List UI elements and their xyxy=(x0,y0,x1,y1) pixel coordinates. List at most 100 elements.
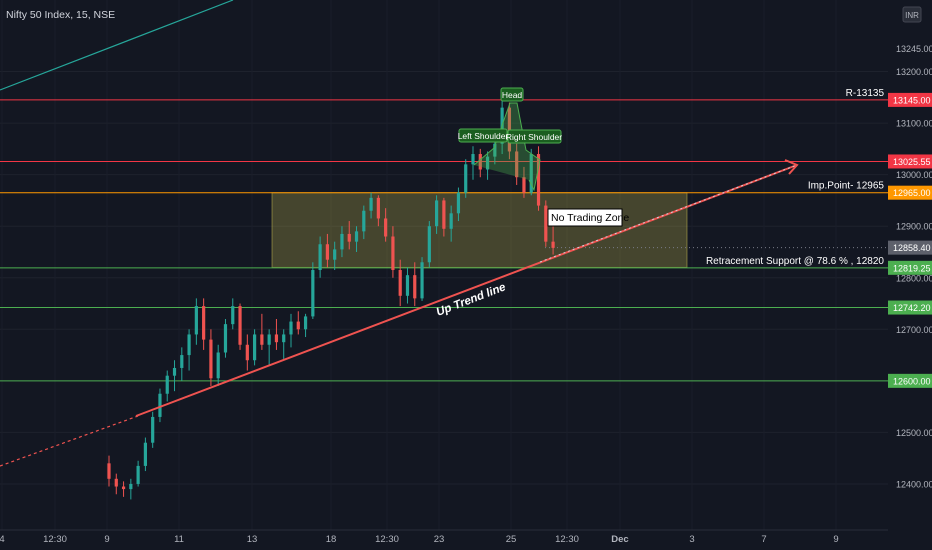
level-annotation: R-13135 xyxy=(846,88,885,99)
price-tick-label: 13000.00 xyxy=(896,170,932,180)
candle-body xyxy=(129,483,133,490)
time-tick-label: 11 xyxy=(174,534,184,545)
no-trading-zone-label: No Trading Zone xyxy=(547,208,629,227)
candle-body xyxy=(151,416,155,443)
candle-body xyxy=(267,334,271,345)
candle-body xyxy=(296,321,300,330)
candle-body xyxy=(318,244,322,271)
candle-body xyxy=(231,306,235,325)
candle-body xyxy=(223,324,228,353)
candle-body xyxy=(347,233,351,242)
candle-body xyxy=(384,218,388,237)
right-shoulder-label: Right Shoulder xyxy=(506,129,562,144)
time-tick-label: 12:30 xyxy=(375,534,399,545)
level-price-badge xyxy=(888,92,932,107)
left-shoulder-label: Left Shoulder xyxy=(458,128,509,143)
trendline-extension xyxy=(0,415,139,467)
candle-body xyxy=(311,270,315,317)
time-tick-label: 12:30 xyxy=(43,534,67,545)
level-price-label: 12600.00 xyxy=(893,376,931,386)
candle-body xyxy=(376,197,380,219)
candle-body xyxy=(442,200,446,229)
time-tick-label: 23 xyxy=(434,534,445,545)
time-tick-label: 3 xyxy=(689,534,694,545)
price-axis[interactable] xyxy=(888,0,932,550)
candle-body xyxy=(107,463,111,479)
level-price-label: 12742.20 xyxy=(893,303,931,313)
candle-body xyxy=(289,321,293,335)
candle-body xyxy=(529,154,533,193)
candle-body xyxy=(464,164,468,193)
candle-body xyxy=(136,465,140,484)
symbol-title: Nifty 50 Index, 15, NSE xyxy=(6,9,115,21)
candle-body xyxy=(202,306,206,340)
time-tick-label: 9 xyxy=(104,534,109,545)
candle-body xyxy=(413,275,417,299)
level-price-badge xyxy=(888,185,932,200)
price-tick-label: 13200.00 xyxy=(896,67,932,77)
price-tick-label: 12800.00 xyxy=(896,273,932,283)
svg-text:Head: Head xyxy=(502,90,523,100)
candle-body xyxy=(180,355,184,368)
candle-body xyxy=(449,213,453,229)
candle-body xyxy=(405,275,410,296)
candle-body xyxy=(456,192,461,214)
horizontal-levels xyxy=(0,99,888,382)
currency-badge[interactable]: INR xyxy=(902,6,922,23)
candle-body xyxy=(187,334,191,356)
candle-body xyxy=(369,197,373,211)
candle-body xyxy=(522,177,526,193)
level-price-badge xyxy=(888,300,932,315)
upper-channel-line xyxy=(0,0,234,91)
candle-body xyxy=(121,486,126,490)
time-axis[interactable]: 4 12:30 9 11 13 18 12:30 23 25 12:30 Dec 3 7 9 xyxy=(0,534,839,545)
no-trading-zone-box xyxy=(271,192,688,268)
candle-body xyxy=(471,154,475,165)
time-tick-label: 25 xyxy=(506,534,517,545)
candle-body xyxy=(325,244,329,260)
time-tick-label: 12:30 xyxy=(555,534,579,545)
price-tick-label: 12400.00 xyxy=(896,479,932,489)
time-tick-label: Dec xyxy=(611,534,628,545)
svg-text:Left Shoulder: Left Shoulder xyxy=(458,131,509,141)
candle-body xyxy=(493,143,497,157)
level-price-badge xyxy=(888,154,932,169)
candle-body xyxy=(194,306,198,335)
candle-body xyxy=(172,367,177,376)
price-tick-label: 12500.00 xyxy=(896,428,932,438)
level-annotation: Retracement Support @ 78.6 % , 12820 xyxy=(706,256,884,267)
candle-body xyxy=(536,154,541,206)
price-tick-label: 13245.00 xyxy=(896,44,932,54)
time-tick-label: 4 xyxy=(0,534,5,545)
candle-body xyxy=(274,334,279,343)
trendline-projection xyxy=(539,164,798,263)
level-price-label: 13145.00 xyxy=(893,95,931,105)
candle-body xyxy=(303,316,308,330)
price-badges: 13145.00 13025.55 12965.00 12819.25 12742.20… xyxy=(888,92,932,388)
candle-body xyxy=(260,334,264,345)
trendline-arrowhead xyxy=(784,159,799,175)
candle-body xyxy=(515,151,519,178)
last-price-badge xyxy=(888,240,932,255)
level-price-badge xyxy=(888,373,932,388)
svg-text:No Trading Zone: No Trading Zone xyxy=(551,212,629,224)
candle-body xyxy=(165,375,169,394)
candle-body xyxy=(420,262,424,299)
candle-body xyxy=(340,233,344,250)
candle-body xyxy=(478,154,482,170)
candle-body xyxy=(245,344,249,361)
candle-body xyxy=(209,339,213,379)
head-label: Head xyxy=(500,87,524,102)
candle-body xyxy=(427,226,431,263)
price-tick-label: 12700.00 xyxy=(896,325,932,335)
candle-body xyxy=(282,334,286,343)
candle-body xyxy=(398,270,402,296)
last-price-label: 12858.40 xyxy=(893,243,931,253)
candle-body xyxy=(158,393,162,417)
price-tick-label: 13100.00 xyxy=(896,119,932,129)
time-tick-label: 9 xyxy=(833,534,838,545)
level-price-badge xyxy=(888,260,932,275)
svg-text:INR: INR xyxy=(905,11,919,20)
time-tick-label: 18 xyxy=(326,534,337,545)
